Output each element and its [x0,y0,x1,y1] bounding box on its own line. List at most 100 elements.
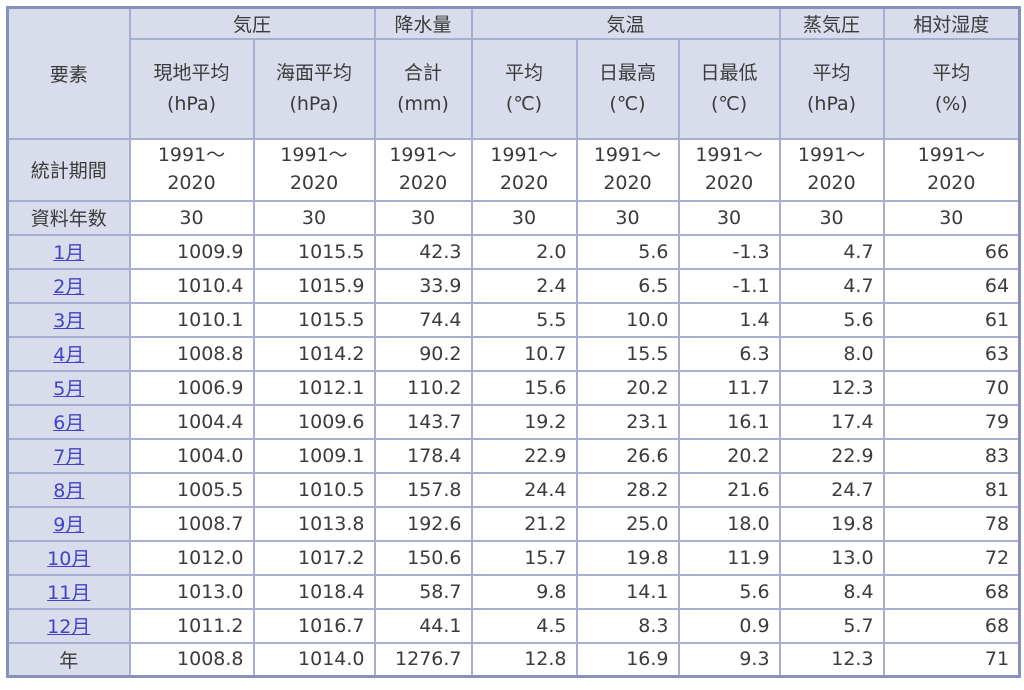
value-cell: 42.3 [373,233,473,270]
value-cell: 1276.7 [373,641,473,678]
stat-period-line1: 1991～ [695,143,763,166]
month-link[interactable]: 2月 [53,276,85,298]
value-cell: 8.4 [778,573,885,610]
year-label-cell: 年 [6,641,131,678]
value-cell: 1009.9 [128,233,255,270]
value-cell: 11.7 [677,369,781,406]
value-cell: 1014.2 [252,335,376,372]
stat-period-cell: 1991～ 2020 [882,137,1021,202]
table-body: 統計期間 1991～ 2020 1991～ 2020 1991～ 2020 1991～ 2020… [6,137,1021,678]
value-cell: 13.0 [778,539,885,576]
value-cell: 15.7 [470,539,578,576]
subheader-label: 日最低 [700,62,758,85]
value-cell: 12.3 [778,641,885,678]
subheader-cell-8: 平均 (%) [882,37,1021,140]
month-label-cell: 10月 [6,539,131,576]
subheader-cell-2: 海面平均 (hPa) [252,37,376,140]
month-link[interactable]: 8月 [53,480,85,502]
data-row: 9月 1008.7 1013.8 192.6 21.2 25.0 18.0 19.8 78 [6,505,1021,542]
data-row: 12月 1011.2 1016.7 44.1 4.5 8.3 0.9 5.7 68 [6,607,1021,644]
value-cell: 1006.9 [128,369,255,406]
month-link[interactable]: 9月 [53,514,85,536]
value-cell: 1014.0 [252,641,376,678]
value-cell: 1015.9 [252,267,376,304]
month-label-cell: 4月 [6,335,131,372]
value-cell: 11.9 [677,539,781,576]
value-cell: 1009.6 [252,403,376,440]
climate-normals-table: 要素 気圧 降水量 気温 蒸気圧 相対湿度 現地平均 (hPa) 海面平均 (hPa) 合計 (mm)… [6,6,1022,678]
subheader-unit: (hPa) [289,92,339,115]
month-link[interactable]: 10月 [47,548,91,570]
value-cell: 10.0 [575,301,680,338]
value-cell: 1011.2 [128,607,255,644]
subheader-label: 現地平均 [153,62,230,85]
value-cell: 16.9 [575,641,680,678]
month-link[interactable]: 6月 [53,412,85,434]
record-years-label: 資料年数 [6,199,131,236]
value-cell: 22.9 [470,437,578,474]
month-link[interactable]: 3月 [53,310,85,332]
group-header-2: 降水量 [373,6,473,40]
value-cell: 1010.4 [128,267,255,304]
value-cell: 4.7 [778,233,885,270]
stat-period-cell: 1991～ 2020 [252,137,376,202]
value-cell: 1016.7 [252,607,376,644]
value-cell: 1018.4 [252,573,376,610]
value-cell: 90.2 [373,335,473,372]
month-label-cell: 3月 [6,301,131,338]
record-years-cell: 30 [373,199,473,236]
month-label-cell: 7月 [6,437,131,474]
value-cell: 1008.7 [128,505,255,542]
stat-period-line1: 1991～ [280,143,348,166]
subheader-row: 現地平均 (hPa) 海面平均 (hPa) 合計 (mm) 平均 (℃) 日最高 (℃) 日最低 (℃… [8,37,1021,140]
value-cell: 58.7 [373,573,473,610]
value-cell: 68 [882,573,1021,610]
value-cell: 22.9 [778,437,885,474]
stat-period-line2: 2020 [289,171,339,194]
month-link[interactable]: 5月 [53,378,85,400]
month-link[interactable]: 12月 [47,616,91,638]
value-cell: 72 [882,539,1021,576]
value-cell: 64 [882,267,1021,304]
value-cell: -1.1 [677,267,781,304]
value-cell: 1004.4 [128,403,255,440]
value-cell: 1.4 [677,301,781,338]
value-cell: 157.8 [373,471,473,508]
value-cell: 1010.1 [128,301,255,338]
value-cell: 25.0 [575,505,680,542]
value-cell: 1015.5 [252,301,376,338]
value-cell: 15.5 [575,335,680,372]
record-years-cell: 30 [470,199,578,236]
stat-period-line2: 2020 [499,171,549,194]
value-cell: 9.8 [470,573,578,610]
value-cell: 74.4 [373,301,473,338]
stat-period-line2: 2020 [704,171,754,194]
record-years-row: 資料年数 30 30 30 30 30 30 30 30 [6,199,1021,236]
value-cell: 1017.2 [252,539,376,576]
month-link[interactable]: 4月 [53,344,85,366]
value-cell: 192.6 [373,505,473,542]
stat-period-line1: 1991～ [917,143,985,166]
record-years-cell: 30 [252,199,376,236]
value-cell: 15.6 [470,369,578,406]
subheader-unit: (℃) [609,92,646,115]
value-cell: 1008.8 [128,335,255,372]
value-cell: 70 [882,369,1021,406]
subheader-cell-4: 平均 (℃) [470,37,578,140]
value-cell: 178.4 [373,437,473,474]
data-row: 8月 1005.5 1010.5 157.8 24.4 28.2 21.6 24.7 81 [6,471,1021,508]
value-cell: 81 [882,471,1021,508]
record-years-cell: 30 [128,199,255,236]
subheader-unit: (℃) [710,92,748,115]
month-link[interactable]: 1月 [53,242,85,264]
value-cell: 10.7 [470,335,578,372]
value-cell: 12.3 [778,369,885,406]
subheader-unit: (mm) [397,92,449,115]
value-cell: 17.4 [778,403,885,440]
month-link[interactable]: 7月 [53,446,85,468]
value-cell: 1015.5 [252,233,376,270]
subheader-cell-6: 日最低 (℃) [677,37,781,140]
stat-period-line1: 1991～ [490,143,558,166]
month-label-cell: 11月 [6,573,131,610]
month-link[interactable]: 11月 [47,582,91,604]
